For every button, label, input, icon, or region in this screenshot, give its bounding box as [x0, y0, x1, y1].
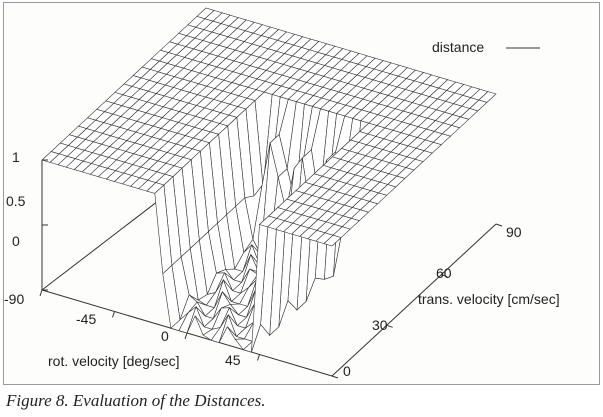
rot-tick-mark [39, 289, 43, 297]
trans-axis-line [331, 223, 497, 377]
surface-plot: 1 0.5 0 -90 -45 0 45 0 30 60 90 rot. vel… [4, 7, 560, 379]
rot-tick-mark [257, 354, 260, 361]
rot-tick-0: 0 [161, 328, 169, 344]
legend-label: distance [432, 39, 484, 55]
z-tick-0.5: 0.5 [6, 193, 26, 209]
z-tick-1: 1 [12, 149, 20, 165]
trans-tick-30: 30 [372, 317, 388, 333]
trans-tick-0: 0 [343, 363, 351, 379]
rot-tick-45: 45 [225, 352, 241, 368]
trans-tick-mark [441, 274, 448, 278]
rot-tick--90: -90 [4, 291, 24, 307]
trans-tick-60: 60 [436, 265, 452, 281]
rot-tick--45: -45 [76, 311, 96, 327]
distance-surface [41, 7, 497, 353]
trans-tick-90: 90 [506, 224, 522, 240]
trans-tick-mark [331, 375, 339, 379]
x-axis-label: rot. velocity [deg/sec] [48, 353, 180, 369]
rot-tick-mark [184, 332, 188, 340]
z-tick-0: 0 [12, 233, 20, 249]
axis-ticks [39, 159, 503, 379]
y-axis-label: trans. velocity [cm/sec] [418, 291, 560, 307]
rot-tick-mark [112, 311, 115, 318]
surface-cell [323, 234, 342, 247]
trans-tick-mark [495, 223, 503, 227]
figure-caption: Figure 8. Evaluation of the Distances. [6, 391, 266, 410]
trans-tick-mark [386, 324, 393, 328]
